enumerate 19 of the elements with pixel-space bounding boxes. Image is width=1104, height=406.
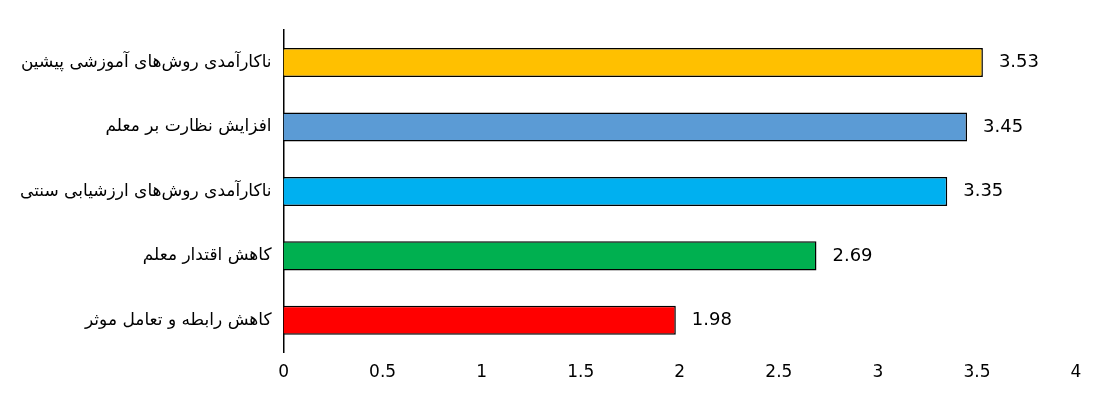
x-tick-label: 1.5 [567,361,595,382]
y-tick-label: کاهش اقتدار معلم [142,244,273,266]
data-label: 2.69 [832,243,873,265]
x-tick-label: 2.5 [765,361,793,382]
data-label: 3.53 [998,50,1039,72]
x-tick-label: 4 [1070,361,1082,382]
y-tick-label: کاهش رابطه و تعامل موثر [83,308,273,329]
x-tick-label: 3.5 [963,361,991,382]
y-tick-label: افزایش نظارت بر معلم [105,115,272,137]
data-label: 1.98 [691,308,732,330]
x-tick-label: 2 [674,361,686,382]
x-tick-label: 1 [476,361,488,382]
x-tick-label: 0 [278,361,289,382]
data-label: 3.35 [963,179,1004,201]
y-tick-label: ناکارآمدی روش‌های ارزشیابی سنتی [19,178,272,200]
x-tick-label: 0.5 [369,361,397,382]
data-label: 3.45 [983,114,1024,136]
y-tick-label: ناکارآمدی روش‌های آموزشی پیشین [20,49,272,72]
x-tick-label: 3 [872,361,884,382]
